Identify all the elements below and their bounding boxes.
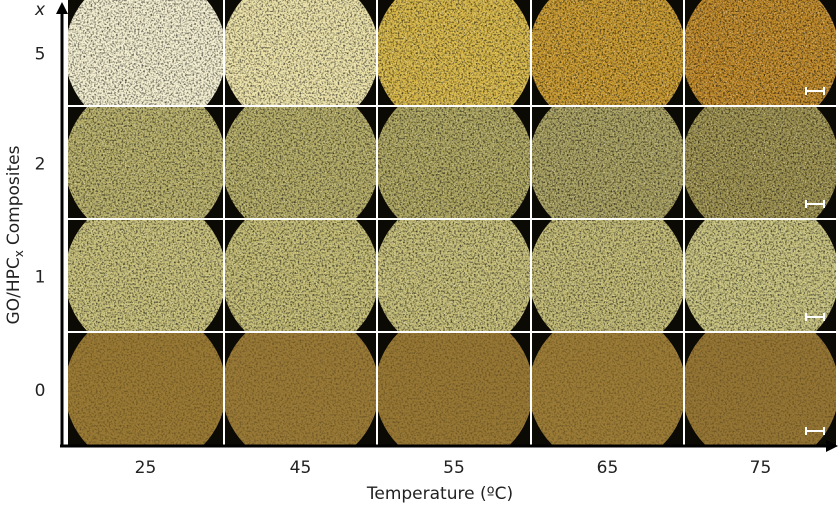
y-label-subscript: x <box>12 250 26 257</box>
micrograph <box>225 0 376 105</box>
x-axis-label: Temperature (ºC) <box>366 484 513 504</box>
x-arrow <box>826 440 838 452</box>
micrograph-glint <box>532 220 683 331</box>
micrograph <box>685 107 836 218</box>
micrograph <box>68 333 223 445</box>
micrograph <box>532 333 683 445</box>
column-label: 55 <box>443 458 465 478</box>
micrograph <box>225 107 376 218</box>
column-label: 75 <box>750 458 772 478</box>
column-label: 45 <box>290 458 312 478</box>
micrograph <box>685 333 836 445</box>
micrograph-glint <box>685 107 836 218</box>
micrograph-glint <box>685 0 836 105</box>
image-grid <box>68 0 836 445</box>
micrograph <box>68 0 223 105</box>
micrograph <box>685 220 836 331</box>
row-label: 5 <box>35 45 46 65</box>
micrograph-glint <box>378 107 530 218</box>
micrograph <box>378 333 530 445</box>
micrograph-glint <box>225 107 376 218</box>
micrograph <box>225 333 376 445</box>
micrograph-glint <box>68 220 223 331</box>
y-variable: x <box>34 0 46 20</box>
micrograph-texture <box>68 333 223 445</box>
micrograph-glint <box>532 0 683 105</box>
micrograph <box>68 220 223 331</box>
micrograph-texture <box>532 333 683 445</box>
micrograph <box>532 107 683 218</box>
column-label: 65 <box>597 458 619 478</box>
micrograph <box>532 220 683 331</box>
row-label: 2 <box>35 155 46 175</box>
micrograph-glint <box>225 220 376 331</box>
row-label: 1 <box>35 268 46 288</box>
micrograph-glint <box>685 220 836 331</box>
y-label-main: GO/HPC <box>4 257 24 324</box>
micrograph <box>378 107 530 218</box>
micrograph <box>685 0 836 105</box>
micrograph <box>378 0 530 105</box>
micrograph-texture <box>225 333 376 445</box>
micrograph-texture <box>685 333 836 445</box>
row-label: 0 <box>35 381 46 401</box>
micrograph-texture <box>378 333 530 445</box>
micrograph-glint <box>532 107 683 218</box>
micrograph <box>378 220 530 331</box>
micrograph <box>532 0 683 105</box>
micrograph-glint <box>68 107 223 218</box>
micrograph-glint <box>68 0 223 105</box>
y-label-suffix: Composites <box>4 145 24 245</box>
micrograph-glint <box>225 0 376 105</box>
micrograph-glint <box>378 220 530 331</box>
micrograph <box>225 220 376 331</box>
micrograph-glint <box>378 0 530 105</box>
column-label: 25 <box>135 458 157 478</box>
y-arrow <box>56 2 68 14</box>
micrograph <box>68 107 223 218</box>
y-axis-label: GO/HPCx Composites <box>4 145 26 324</box>
